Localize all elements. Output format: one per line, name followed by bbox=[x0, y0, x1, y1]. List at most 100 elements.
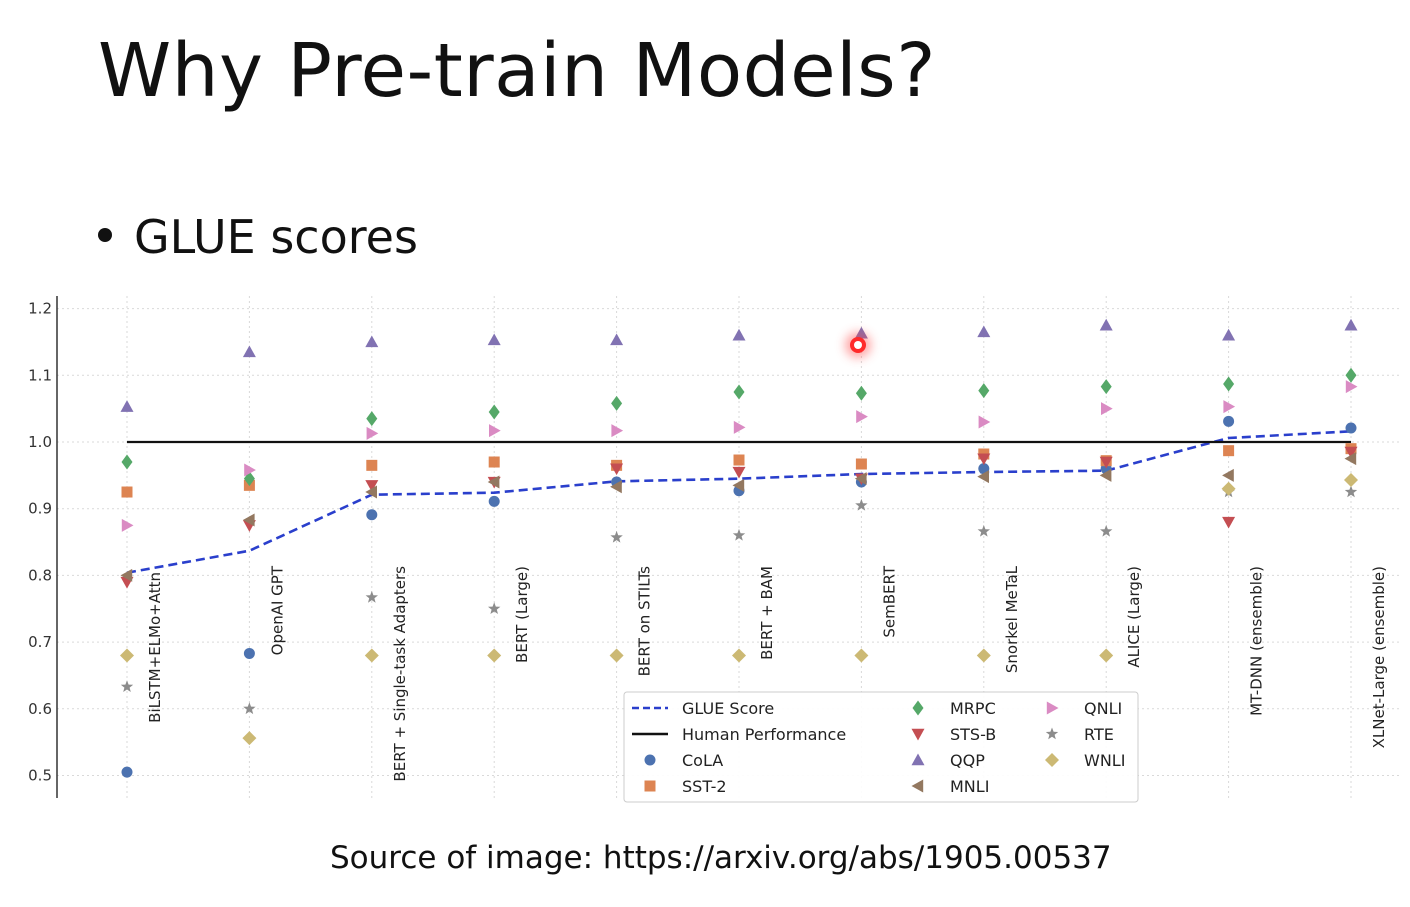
legend-label: SST-2 bbox=[682, 777, 727, 796]
bullet-dot bbox=[98, 227, 112, 242]
legend-label: STS-B bbox=[950, 725, 996, 744]
wnli-point bbox=[1221, 481, 1236, 496]
cola-point bbox=[1345, 422, 1357, 434]
mnli-point bbox=[610, 480, 622, 494]
legend-label: MNLI bbox=[950, 777, 989, 796]
qqp-point bbox=[1344, 318, 1358, 331]
wnli-point bbox=[854, 648, 869, 663]
y-tick-label: 0.9 bbox=[28, 500, 52, 518]
y-tick-label: 1.1 bbox=[28, 366, 52, 384]
sst-2-point bbox=[733, 454, 745, 466]
image-source-caption: Source of image: https://arxiv.org/abs/1… bbox=[330, 840, 1112, 876]
legend-swatch bbox=[1046, 701, 1059, 715]
legend-label: QQP bbox=[950, 751, 985, 770]
mnli-point bbox=[1344, 452, 1357, 466]
mnli-point bbox=[732, 478, 745, 492]
sts-b-point bbox=[1099, 456, 1113, 469]
qqp-point bbox=[365, 335, 379, 348]
mrpc-point bbox=[978, 383, 990, 399]
sst-2-point bbox=[855, 458, 867, 470]
rte-point bbox=[120, 680, 134, 692]
qnli-point bbox=[611, 424, 624, 438]
x-category-label: OpenAI GPT bbox=[268, 565, 286, 655]
legend-swatch bbox=[911, 753, 925, 766]
y-tick-label: 0.6 bbox=[28, 700, 52, 718]
qnli-point bbox=[733, 420, 746, 434]
pointer-cursor bbox=[850, 337, 866, 353]
bullet-item: GLUE scores bbox=[98, 210, 418, 264]
mrpc-point bbox=[1100, 379, 1112, 395]
legend-swatch bbox=[1045, 727, 1059, 740]
x-category-label: BERT + Single-task Adapters bbox=[391, 566, 409, 782]
sts-b-point bbox=[977, 453, 991, 466]
rte-point bbox=[488, 602, 501, 614]
mrpc-point bbox=[611, 395, 623, 411]
sst-2-point bbox=[1223, 445, 1235, 457]
mnli-point bbox=[977, 470, 989, 484]
qqp-point bbox=[242, 345, 256, 358]
wnli-point bbox=[364, 648, 379, 663]
qnli-point bbox=[244, 463, 256, 477]
qnli-point bbox=[1101, 402, 1113, 416]
rte-point bbox=[732, 528, 746, 541]
qqp-point bbox=[610, 333, 624, 346]
y-tick-label: 0.5 bbox=[28, 767, 52, 785]
mrpc-point bbox=[488, 404, 500, 420]
qnli-point bbox=[1223, 400, 1236, 414]
qnli-point bbox=[1345, 380, 1358, 394]
wnli-point bbox=[976, 648, 991, 663]
wnli-point bbox=[487, 648, 502, 663]
cola-point bbox=[488, 495, 500, 507]
legend-label: RTE bbox=[1084, 725, 1114, 744]
x-category-label: SemBERT bbox=[880, 565, 898, 637]
sts-b-point bbox=[1222, 516, 1236, 529]
legend-swatch bbox=[912, 700, 924, 716]
mnli-point bbox=[854, 472, 867, 486]
sts-b-point bbox=[610, 463, 624, 476]
qqp-point bbox=[487, 333, 501, 346]
mnli-point bbox=[120, 568, 133, 582]
legend-label: GLUE Score bbox=[682, 699, 774, 718]
sts-b-point bbox=[1344, 446, 1358, 459]
rte-point bbox=[243, 702, 256, 715]
qqp-point bbox=[977, 325, 991, 338]
cola-point bbox=[1223, 415, 1235, 427]
x-category-label: XLNet-Large (ensemble) bbox=[1370, 566, 1388, 748]
cola-point bbox=[121, 766, 133, 778]
x-category-label: ALICE (Large) bbox=[1125, 566, 1143, 668]
y-tick-label: 1.0 bbox=[28, 433, 52, 451]
cola-point bbox=[366, 509, 378, 521]
mnli-point bbox=[242, 513, 255, 527]
rte-point bbox=[365, 590, 378, 603]
mrpc-point bbox=[733, 384, 745, 400]
legend-swatch bbox=[911, 728, 925, 741]
sst-2-point bbox=[488, 456, 500, 468]
mnli-point bbox=[365, 485, 377, 499]
wnli-point bbox=[120, 648, 134, 663]
legend-label: Human Performance bbox=[682, 725, 846, 744]
mrpc-point bbox=[855, 385, 867, 401]
mrpc-point bbox=[366, 411, 378, 427]
rte-point bbox=[1100, 524, 1113, 537]
x-category-label: BERT on STILTs bbox=[636, 566, 654, 677]
x-category-label: MT-DNN (ensemble) bbox=[1248, 566, 1266, 716]
qqp-point bbox=[732, 328, 746, 341]
qqp-point bbox=[1099, 318, 1113, 331]
slide-title: Why Pre-train Models? bbox=[98, 28, 937, 114]
qnli-point bbox=[366, 426, 379, 440]
x-category-label: Snorkel MeTaL bbox=[1003, 565, 1021, 673]
wnli-point bbox=[1099, 648, 1114, 663]
legend-label: MRPC bbox=[950, 699, 996, 718]
sst-2-point bbox=[366, 459, 378, 471]
qqp-point bbox=[120, 400, 134, 412]
rte-point bbox=[1344, 485, 1358, 498]
mnli-point bbox=[487, 475, 500, 489]
qnli-point bbox=[489, 424, 501, 438]
legend-box bbox=[623, 691, 1139, 803]
wnli-point bbox=[732, 648, 746, 663]
y-tick-label: 0.8 bbox=[28, 566, 52, 584]
qqp-point bbox=[1222, 328, 1236, 341]
sts-b-point bbox=[365, 480, 379, 492]
rte-point bbox=[610, 530, 623, 543]
legend-swatch bbox=[911, 779, 924, 793]
